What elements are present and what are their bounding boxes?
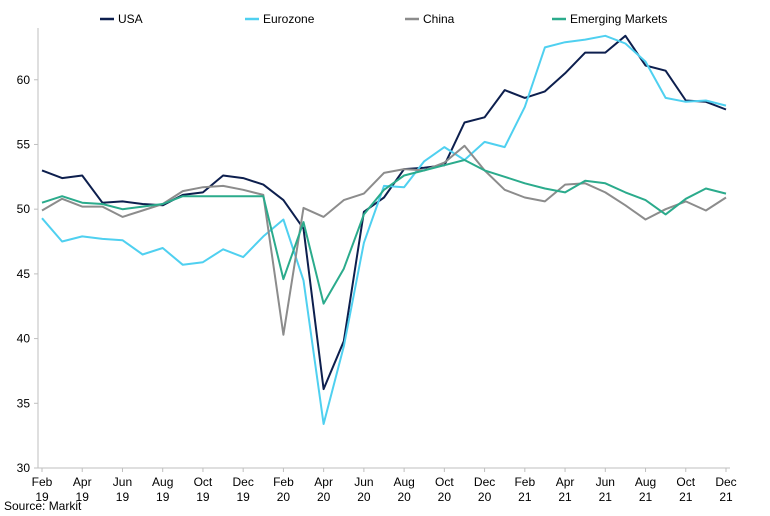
x-tick-label: Feb 19 xyxy=(32,475,53,504)
series-line-china xyxy=(41,144,727,336)
y-tick-label: 60 xyxy=(17,73,31,87)
y-tick-label: 55 xyxy=(17,137,31,151)
x-tick-label: Jun 19 xyxy=(113,475,132,504)
legend-label: Eurozone xyxy=(263,12,315,26)
y-tick-label: 45 xyxy=(17,267,31,281)
x-axis: Feb 19 Apr 19 Jun 19 Aug 19 Oct 19 Dec 19 Feb 20 Apr 20… xyxy=(32,467,737,504)
legend: USA Eurozone China Emerging Markets xyxy=(100,12,667,26)
series-line-emerging-markets xyxy=(41,159,727,305)
x-tick-label: Oct 21 xyxy=(676,475,695,504)
x-tick-label: Oct 19 xyxy=(194,475,213,504)
y-tick-label: 30 xyxy=(17,461,31,475)
x-tick-label: Dec 19 xyxy=(233,475,254,504)
x-tick-label: Jun 21 xyxy=(596,475,615,504)
x-tick-label: Aug 21 xyxy=(635,475,656,504)
series-line-eurozone xyxy=(41,34,727,425)
source-note: Source: Markit xyxy=(4,499,82,513)
y-tick-label: 50 xyxy=(17,202,31,216)
series-line-usa xyxy=(41,34,727,391)
x-tick-label: Apr 21 xyxy=(556,475,575,504)
x-tick-label: Aug 19 xyxy=(152,475,173,504)
legend-label: USA xyxy=(118,12,143,26)
y-axis: 30 35 40 45 50 55 60 xyxy=(17,28,39,475)
x-tick-label: Jun 20 xyxy=(354,475,373,504)
x-tick-label: Aug 20 xyxy=(393,475,414,504)
plot-lines xyxy=(41,34,727,425)
legend-label: Emerging Markets xyxy=(570,12,667,26)
legend-label: China xyxy=(423,12,455,26)
y-tick-label: 40 xyxy=(17,332,31,346)
x-tick-label: Feb 20 xyxy=(273,475,294,504)
x-tick-label: Dec 21 xyxy=(715,475,736,504)
x-tick-label: Oct 20 xyxy=(435,475,454,504)
x-tick-label: Apr 19 xyxy=(73,475,92,504)
x-tick-label: Feb 21 xyxy=(514,475,535,504)
y-tick-label: 35 xyxy=(17,396,31,410)
x-tick-label: Dec 20 xyxy=(474,475,495,504)
x-tick-label: Apr 20 xyxy=(314,475,333,504)
